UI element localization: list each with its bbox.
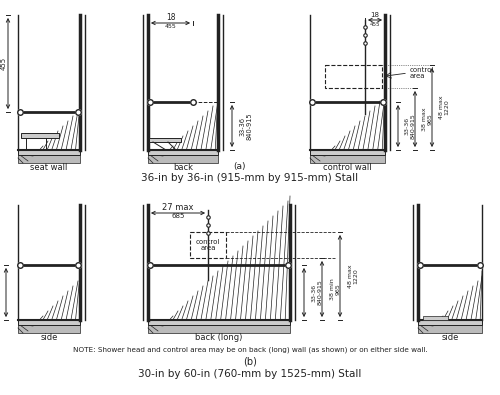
Bar: [21, 133, 59, 138]
Text: 38 max
965: 38 max 965: [422, 107, 432, 131]
Text: 33-36
840-915: 33-36 840-915: [312, 280, 322, 305]
Bar: [148, 150, 218, 155]
Text: (b): (b): [243, 357, 257, 367]
Bar: [18, 155, 80, 163]
Text: 48 max
1220: 48 max 1220: [348, 264, 358, 288]
Text: 36-in by 36-in (915-mm by 915-mm) Stall: 36-in by 36-in (915-mm by 915-mm) Stall: [142, 173, 358, 183]
Text: 685: 685: [172, 213, 184, 219]
Bar: [18, 325, 80, 333]
Bar: [418, 325, 482, 333]
Text: seat wall: seat wall: [30, 162, 68, 171]
Text: 33-36
840-915: 33-36 840-915: [0, 280, 2, 305]
Bar: [18, 320, 80, 325]
Text: 18: 18: [166, 13, 175, 23]
Text: 33-36
840-915: 33-36 840-915: [240, 112, 252, 140]
Text: back (long): back (long): [196, 333, 242, 342]
Text: 48 max
1220: 48 max 1220: [438, 96, 450, 119]
Text: 18: 18: [370, 12, 380, 18]
Bar: [148, 155, 218, 163]
Text: NOTE: Shower head and control area may be on back (long) wall (as shown) or on e: NOTE: Shower head and control area may b…: [72, 347, 428, 353]
Text: side: side: [40, 333, 58, 342]
Text: 455: 455: [164, 23, 176, 28]
Bar: [149, 138, 181, 142]
Text: back: back: [173, 162, 193, 171]
Text: control
area: control area: [196, 239, 220, 252]
Text: 38 min
965: 38 min 965: [330, 278, 340, 300]
Text: 27 max: 27 max: [162, 203, 194, 211]
Bar: [148, 320, 290, 325]
Text: control wall: control wall: [323, 162, 372, 171]
Bar: [148, 325, 290, 333]
Text: 455: 455: [370, 21, 380, 26]
Text: 30-in by 60-in (760-mm by 1525-mm) Stall: 30-in by 60-in (760-mm by 1525-mm) Stall: [138, 369, 362, 379]
Text: 18
455: 18 455: [0, 57, 6, 70]
Bar: [310, 155, 385, 163]
Text: control
area: control area: [410, 66, 434, 79]
Bar: [325, 65, 382, 88]
Text: 33-36
840-915: 33-36 840-915: [404, 113, 415, 139]
Bar: [310, 150, 385, 155]
Bar: [18, 150, 80, 155]
Bar: [423, 316, 448, 320]
Bar: [418, 320, 482, 325]
Text: (a): (a): [234, 162, 246, 171]
Text: side: side: [442, 333, 458, 342]
Bar: [190, 232, 226, 258]
